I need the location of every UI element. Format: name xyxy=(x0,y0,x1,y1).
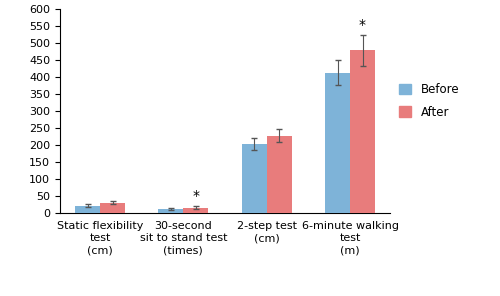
Bar xyxy=(350,50,375,213)
Bar xyxy=(266,136,291,213)
Bar xyxy=(100,202,125,213)
Bar xyxy=(75,206,100,213)
Bar xyxy=(158,209,184,213)
Text: *: * xyxy=(359,18,366,32)
Legend: Before, After: Before, After xyxy=(399,83,459,118)
Text: *: * xyxy=(192,189,200,203)
Bar xyxy=(242,144,266,213)
Bar xyxy=(184,208,208,213)
Bar xyxy=(325,73,350,213)
